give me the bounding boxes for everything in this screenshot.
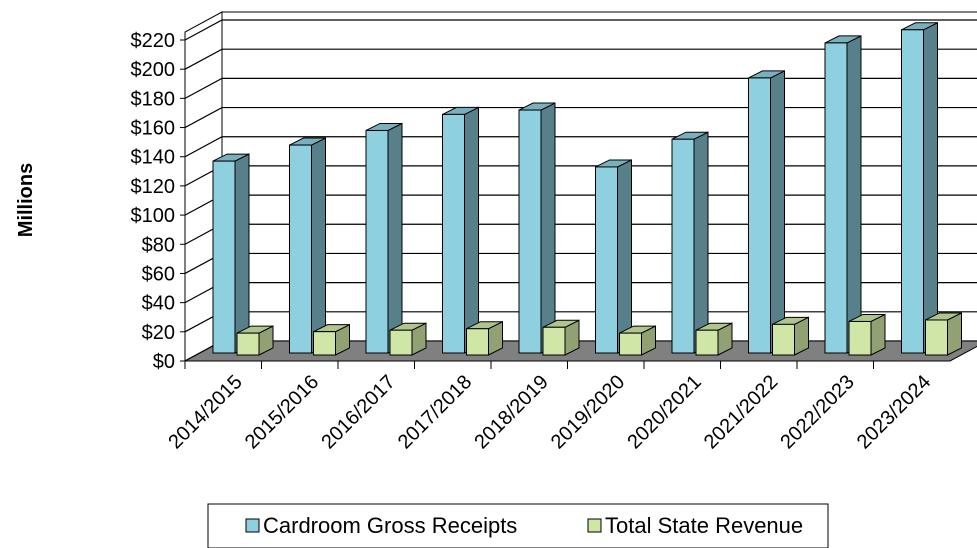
bar-front <box>848 320 872 356</box>
x-axis: 2014/20152015/20162016/20172017/20182018… <box>164 360 950 453</box>
y-tick-label: $200 <box>131 59 176 81</box>
x-tick-label: 2021/2022 <box>700 371 782 453</box>
bars <box>212 21 962 356</box>
bar-front <box>772 323 795 356</box>
bar-cardroom-gross-receipts <box>824 35 862 354</box>
y-tick-label: $140 <box>131 147 176 169</box>
bar-side <box>770 70 785 354</box>
bar-total-state-revenue <box>236 325 274 356</box>
x-tick-label: 2017/2018 <box>394 371 476 453</box>
legend: Cardroom Gross Receipts Total State Reve… <box>207 503 829 548</box>
x-tick-label: 2020/2021 <box>623 371 705 453</box>
y-axis: $0 $20 $40 $60 $80 $100 $120 $140 $160 $180 $200 $2… <box>131 30 186 373</box>
bar-total-state-revenue <box>772 316 809 356</box>
legend-box <box>207 503 829 548</box>
bar-front <box>671 138 695 354</box>
bar-total-state-revenue <box>619 325 656 356</box>
bar-front <box>212 160 236 354</box>
x-tick-label: 2014/2015 <box>164 371 246 453</box>
legend-label-total-state-revenue: Total State Revenue <box>605 513 803 538</box>
y-axis-title: Millions <box>15 163 37 237</box>
legend-swatch-total-state-revenue <box>587 518 602 533</box>
bar-front <box>619 332 642 356</box>
gridline <box>184 19 977 41</box>
bar-front <box>466 328 489 356</box>
bar-side <box>923 21 938 354</box>
bar-cardroom-gross-receipts <box>748 70 785 354</box>
bar-front <box>313 331 336 356</box>
x-tick-label: 2015/2016 <box>241 371 323 453</box>
bar-side <box>234 153 250 354</box>
bar-cardroom-gross-receipts <box>901 21 938 354</box>
bar-side <box>693 131 709 354</box>
bar-front <box>236 332 260 356</box>
y-tick-label: $160 <box>131 118 176 140</box>
bar-side <box>846 35 862 354</box>
y-tick-label: $40 <box>142 293 175 315</box>
bar-front <box>748 77 771 354</box>
x-tick-label: 2023/2024 <box>853 371 935 453</box>
y-tick-label: $60 <box>142 263 175 285</box>
bar-total-state-revenue <box>542 319 580 356</box>
bar-front <box>289 144 312 354</box>
bar-cardroom-gross-receipts <box>442 106 479 354</box>
gridline <box>184 136 977 158</box>
bar-front <box>901 29 924 354</box>
bar-cardroom-gross-receipts <box>671 131 709 354</box>
bar-front <box>518 109 542 354</box>
bar-cardroom-gross-receipts <box>518 102 556 354</box>
bar-front <box>824 42 848 354</box>
bar-side <box>464 106 479 354</box>
bar-front <box>389 329 413 356</box>
bar-front <box>542 326 566 356</box>
bar-cardroom-gross-receipts <box>289 137 326 354</box>
gridline <box>184 48 977 70</box>
y-tick-label: $120 <box>131 176 176 198</box>
y-tick-label: $80 <box>142 234 175 256</box>
legend-swatch-cardroom-gross-receipts <box>245 518 260 533</box>
bar-cardroom-gross-receipts <box>595 159 632 354</box>
bar-front <box>925 319 948 356</box>
bar-total-state-revenue <box>313 323 350 356</box>
bar-front <box>695 329 719 356</box>
gridline <box>184 106 977 129</box>
y-tick-label: $0 <box>153 351 175 373</box>
bar-front <box>365 129 389 354</box>
x-tick-label: 2019/2020 <box>547 371 629 453</box>
bar-cardroom-gross-receipts <box>212 153 250 354</box>
gridline <box>184 77 977 99</box>
bar-total-state-revenue <box>466 320 503 356</box>
y-tick-label: $100 <box>131 205 176 227</box>
bar-front <box>442 113 465 354</box>
bar-total-state-revenue <box>848 313 886 356</box>
y-tick-label: $20 <box>142 322 175 344</box>
bar-side <box>387 122 403 354</box>
legend-label-cardroom-gross-receipts: Cardroom Gross Receipts <box>263 513 517 538</box>
bar-side <box>540 102 556 354</box>
x-tick-label: 2018/2019 <box>470 371 552 453</box>
bar-total-state-revenue <box>925 312 962 356</box>
bar-total-state-revenue <box>389 322 427 356</box>
bar-side <box>311 137 326 354</box>
x-tick-label: 2016/2017 <box>317 371 399 453</box>
bar-cardroom-gross-receipts <box>365 122 403 354</box>
y-tick-label: $180 <box>131 88 176 110</box>
x-tick-label: 2022/2023 <box>776 371 858 453</box>
y-tick-label: $220 <box>131 30 176 52</box>
bar-front <box>595 166 618 354</box>
bar-side <box>617 159 632 354</box>
bar-total-state-revenue <box>695 322 733 356</box>
